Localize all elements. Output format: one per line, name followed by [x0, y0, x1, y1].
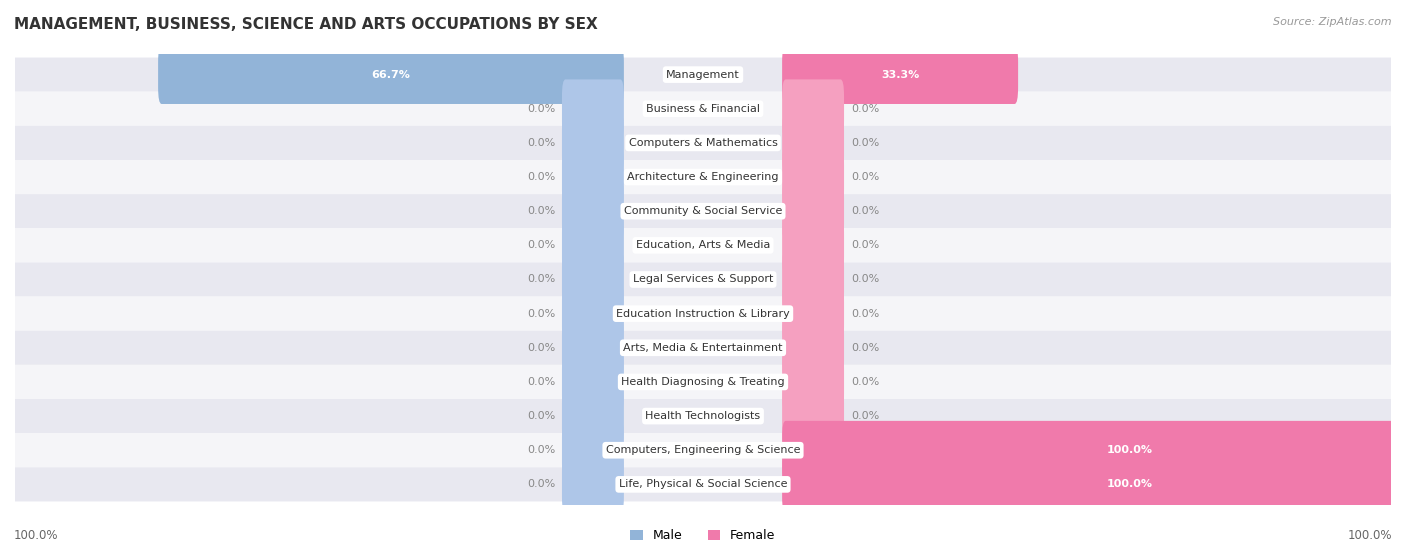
Text: 0.0%: 0.0% — [527, 104, 555, 114]
Text: 100.0%: 100.0% — [1347, 529, 1392, 542]
Text: 0.0%: 0.0% — [527, 172, 555, 182]
Text: 0.0%: 0.0% — [851, 206, 879, 216]
Text: 0.0%: 0.0% — [527, 138, 555, 148]
Text: 0.0%: 0.0% — [527, 445, 555, 455]
FancyBboxPatch shape — [562, 421, 624, 480]
Text: 0.0%: 0.0% — [527, 411, 555, 421]
Text: 0.0%: 0.0% — [851, 411, 879, 421]
Text: Education, Arts & Media: Education, Arts & Media — [636, 240, 770, 250]
FancyBboxPatch shape — [562, 285, 624, 343]
Text: 66.7%: 66.7% — [371, 70, 411, 79]
Text: 100.0%: 100.0% — [14, 529, 59, 542]
Text: Health Diagnosing & Treating: Health Diagnosing & Treating — [621, 377, 785, 387]
FancyBboxPatch shape — [15, 126, 1391, 160]
Text: 0.0%: 0.0% — [851, 343, 879, 353]
FancyBboxPatch shape — [782, 455, 1406, 514]
Text: 100.0%: 100.0% — [1107, 445, 1153, 455]
Text: Community & Social Service: Community & Social Service — [624, 206, 782, 216]
FancyBboxPatch shape — [562, 79, 624, 138]
FancyBboxPatch shape — [782, 148, 844, 206]
Text: 0.0%: 0.0% — [851, 240, 879, 250]
Text: Legal Services & Support: Legal Services & Support — [633, 274, 773, 285]
FancyBboxPatch shape — [782, 285, 844, 343]
Text: 0.0%: 0.0% — [851, 172, 879, 182]
Text: 0.0%: 0.0% — [851, 377, 879, 387]
Text: 0.0%: 0.0% — [851, 309, 879, 319]
FancyBboxPatch shape — [15, 331, 1391, 365]
Text: Source: ZipAtlas.com: Source: ZipAtlas.com — [1274, 17, 1392, 27]
Text: 100.0%: 100.0% — [1107, 480, 1153, 489]
FancyBboxPatch shape — [562, 250, 624, 309]
FancyBboxPatch shape — [782, 421, 1406, 480]
FancyBboxPatch shape — [15, 262, 1391, 297]
FancyBboxPatch shape — [562, 182, 624, 240]
Text: 0.0%: 0.0% — [527, 240, 555, 250]
FancyBboxPatch shape — [562, 319, 624, 377]
Text: 0.0%: 0.0% — [527, 377, 555, 387]
Text: Arts, Media & Entertainment: Arts, Media & Entertainment — [623, 343, 783, 353]
Text: Management: Management — [666, 70, 740, 79]
FancyBboxPatch shape — [15, 228, 1391, 262]
Text: 33.3%: 33.3% — [882, 70, 920, 79]
Text: Education Instruction & Library: Education Instruction & Library — [616, 309, 790, 319]
Text: Life, Physical & Social Science: Life, Physical & Social Science — [619, 480, 787, 489]
FancyBboxPatch shape — [15, 467, 1391, 501]
Text: 0.0%: 0.0% — [527, 206, 555, 216]
FancyBboxPatch shape — [562, 387, 624, 446]
FancyBboxPatch shape — [157, 45, 624, 104]
FancyBboxPatch shape — [782, 216, 844, 274]
FancyBboxPatch shape — [562, 113, 624, 172]
Text: 0.0%: 0.0% — [851, 138, 879, 148]
Text: 0.0%: 0.0% — [851, 274, 879, 285]
FancyBboxPatch shape — [782, 353, 844, 411]
FancyBboxPatch shape — [782, 45, 1018, 104]
FancyBboxPatch shape — [15, 58, 1391, 92]
FancyBboxPatch shape — [15, 433, 1391, 467]
FancyBboxPatch shape — [562, 353, 624, 411]
FancyBboxPatch shape — [782, 182, 844, 240]
Text: Computers, Engineering & Science: Computers, Engineering & Science — [606, 445, 800, 455]
FancyBboxPatch shape — [15, 160, 1391, 194]
FancyBboxPatch shape — [15, 92, 1391, 126]
Text: 0.0%: 0.0% — [527, 480, 555, 489]
FancyBboxPatch shape — [15, 399, 1391, 433]
FancyBboxPatch shape — [562, 455, 624, 514]
FancyBboxPatch shape — [15, 194, 1391, 228]
Legend: Male, Female: Male, Female — [626, 524, 780, 547]
FancyBboxPatch shape — [782, 319, 844, 377]
FancyBboxPatch shape — [562, 148, 624, 206]
FancyBboxPatch shape — [15, 365, 1391, 399]
FancyBboxPatch shape — [782, 387, 844, 446]
Text: Computers & Mathematics: Computers & Mathematics — [628, 138, 778, 148]
FancyBboxPatch shape — [562, 216, 624, 274]
FancyBboxPatch shape — [782, 113, 844, 172]
Text: 0.0%: 0.0% — [527, 343, 555, 353]
FancyBboxPatch shape — [782, 250, 844, 309]
FancyBboxPatch shape — [15, 297, 1391, 331]
FancyBboxPatch shape — [782, 79, 844, 138]
Text: 0.0%: 0.0% — [851, 104, 879, 114]
Text: 0.0%: 0.0% — [527, 309, 555, 319]
Text: MANAGEMENT, BUSINESS, SCIENCE AND ARTS OCCUPATIONS BY SEX: MANAGEMENT, BUSINESS, SCIENCE AND ARTS O… — [14, 17, 598, 32]
Text: Business & Financial: Business & Financial — [645, 104, 761, 114]
Text: 0.0%: 0.0% — [527, 274, 555, 285]
Text: Architecture & Engineering: Architecture & Engineering — [627, 172, 779, 182]
Text: Health Technologists: Health Technologists — [645, 411, 761, 421]
